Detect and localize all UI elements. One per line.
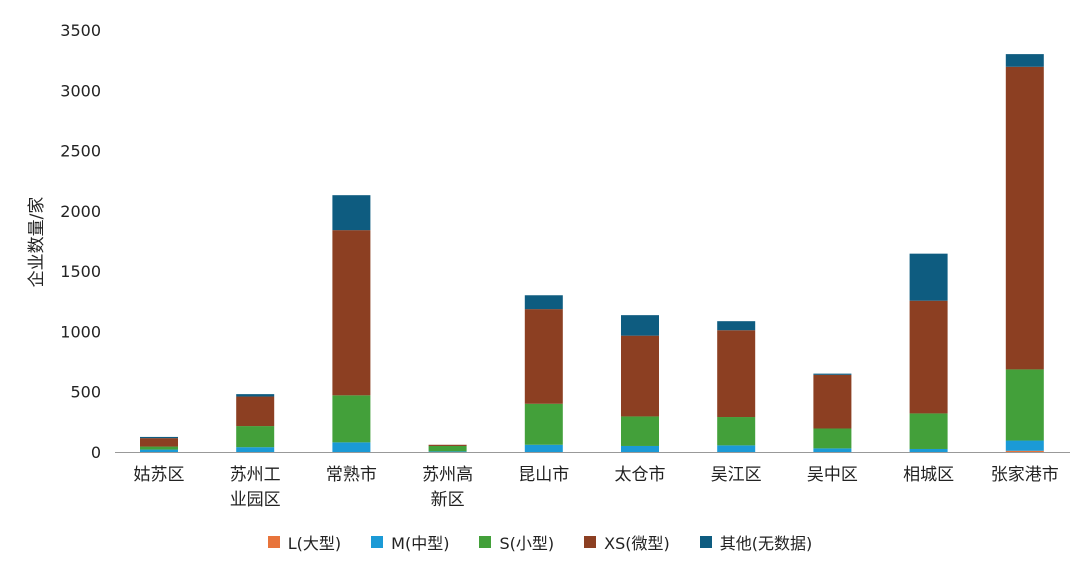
legend-item: M(中型) bbox=[371, 530, 449, 554]
bar-segment bbox=[236, 394, 275, 397]
bar-segment bbox=[332, 442, 371, 452]
bar-segment bbox=[332, 230, 371, 396]
bar-segment bbox=[717, 445, 756, 452]
bar-segment bbox=[1005, 440, 1044, 451]
bar-segment bbox=[1005, 66, 1044, 370]
legend-item: S(小型) bbox=[479, 530, 554, 554]
category-label: 苏州工 bbox=[230, 465, 281, 485]
legend: L(大型) M(中型) S(小型) XS(微型) 其他(无数据) bbox=[0, 528, 1080, 556]
bar-segment bbox=[813, 448, 852, 452]
y-tick-label: 1500 bbox=[60, 262, 101, 281]
bar-segment bbox=[428, 445, 467, 452]
bars-group bbox=[140, 54, 1044, 452]
legend-swatch bbox=[267, 536, 280, 548]
bar-segment bbox=[1005, 369, 1044, 441]
category-label: 昆山市 bbox=[518, 465, 569, 485]
bar-segment bbox=[909, 253, 948, 301]
bar-segment bbox=[236, 426, 275, 448]
bar-segment bbox=[621, 315, 659, 336]
bar-segment bbox=[524, 444, 563, 452]
y-axis-label-group: 企业数量/家 bbox=[27, 197, 47, 288]
y-tick-label: 3500 bbox=[60, 21, 101, 40]
category-label: 业园区 bbox=[230, 490, 281, 510]
legend-swatch bbox=[584, 536, 597, 548]
bar-segment bbox=[428, 444, 467, 446]
category-label: 太仓市 bbox=[615, 465, 666, 485]
bar-segment bbox=[524, 295, 563, 310]
bar-segment bbox=[140, 438, 178, 447]
bar-segment bbox=[236, 396, 275, 427]
bar-segment bbox=[140, 446, 178, 450]
bar-segment bbox=[813, 373, 852, 375]
bar-segment bbox=[621, 416, 659, 446]
legend-label: M(中型) bbox=[391, 534, 450, 553]
y-tick-label: 2500 bbox=[60, 142, 101, 161]
bar-segment bbox=[1005, 54, 1044, 67]
bar-segment bbox=[236, 447, 275, 452]
y-tick-label: 3000 bbox=[60, 81, 101, 100]
category-label: 姑苏区 bbox=[134, 465, 185, 485]
category-label: 苏州高 bbox=[422, 465, 473, 485]
y-tick-label: 0 bbox=[91, 443, 101, 462]
category-label: 常熟市 bbox=[326, 464, 377, 485]
legend-item: L(大型) bbox=[267, 530, 342, 554]
bar-segment bbox=[140, 436, 178, 439]
y-tick-label: 2000 bbox=[60, 202, 101, 221]
legend-item: 其他(无数据) bbox=[699, 530, 813, 554]
legend-label: S(小型) bbox=[499, 534, 555, 553]
legend-label: XS(微型) bbox=[604, 534, 670, 553]
legend-swatch bbox=[699, 536, 712, 548]
bar-segment bbox=[524, 309, 563, 404]
y-axis-label: 企业数量/家 bbox=[27, 197, 47, 288]
bar-segment bbox=[524, 403, 563, 445]
bar-segment bbox=[140, 449, 178, 452]
bar-segment bbox=[428, 451, 467, 452]
category-label: 张家港市 bbox=[991, 465, 1059, 485]
legend-label: 其他(无数据) bbox=[719, 534, 813, 553]
category-label: 吴中区 bbox=[807, 465, 858, 485]
chart-canvas: 企业数量/家 0 500 1000 1500 2000 2500 3000 3500 姑苏区 苏… bbox=[27, 21, 1070, 510]
category-label: 吴江区 bbox=[711, 465, 762, 485]
bar-segment bbox=[1005, 450, 1044, 452]
category-label: 新区 bbox=[431, 490, 465, 510]
bar-segment bbox=[621, 445, 659, 452]
category-label: 相城区 bbox=[903, 465, 954, 485]
bar-segment bbox=[813, 374, 852, 429]
legend-item: XS(微型) bbox=[584, 530, 670, 554]
legend-swatch bbox=[479, 536, 492, 548]
bar-segment bbox=[717, 321, 756, 331]
legend-label: L(大型) bbox=[287, 534, 342, 553]
y-tick-label: 500 bbox=[70, 383, 101, 402]
bar-segment bbox=[909, 300, 948, 414]
bar-segment bbox=[813, 428, 852, 449]
y-tick-label: 1000 bbox=[60, 322, 101, 341]
bar-segment bbox=[909, 448, 948, 452]
bar-segment bbox=[909, 413, 948, 449]
bar-segment bbox=[717, 417, 756, 446]
y-tick-labels: 0 500 1000 1500 2000 2500 3000 3500 bbox=[60, 21, 101, 462]
bar-segment bbox=[621, 335, 659, 417]
bar-segment bbox=[717, 330, 756, 418]
bar-segment bbox=[332, 195, 371, 231]
legend-swatch bbox=[371, 536, 384, 548]
bar-segment bbox=[332, 395, 371, 443]
